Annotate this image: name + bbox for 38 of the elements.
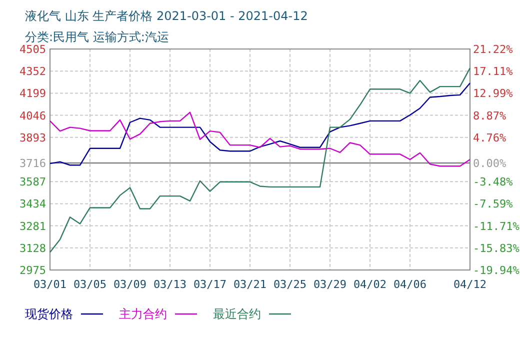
y-tick-label: 3434	[20, 198, 46, 211]
y-tick-label: 3281	[20, 220, 46, 233]
y2-tick-label: 17.11%	[473, 65, 514, 78]
x-tick-label: 03/25	[273, 278, 307, 291]
legend-label: 最近合约	[213, 307, 261, 321]
x-tick-label: 03/09	[113, 278, 147, 291]
y2-tick-label: 0.00%	[473, 156, 506, 170]
x-tick-label: 03/13	[153, 278, 187, 291]
y-tick-label: 3587	[20, 176, 46, 189]
x-tick-label: 04/12	[453, 278, 487, 291]
y-tick-label: 4046	[20, 109, 46, 122]
y-tick-label: 3716	[20, 156, 46, 170]
y2-tick-label: -19.94%	[473, 264, 520, 277]
y2-tick-label: -7.59%	[473, 198, 514, 211]
chart-title: 液化气 山东 生产者价格 2021-03-01 - 2021-04-12	[25, 9, 308, 23]
y-tick-label: 4352	[20, 65, 46, 78]
legend-label: 现货价格	[25, 307, 73, 321]
y2-tick-label: -15.83%	[473, 242, 520, 255]
y2-tick-label: 4.76%	[473, 131, 506, 144]
y2-tick-label: 8.87%	[473, 109, 506, 122]
y2-tick-label: 12.99%	[473, 87, 514, 100]
x-tick-label: 03/29	[313, 278, 347, 291]
y2-tick-label: -11.71%	[473, 220, 520, 233]
y-tick-label: 4505	[20, 43, 46, 56]
chart-subtitle: 分类:民用气 运输方式:汽运	[25, 30, 169, 44]
legend-label: 主力合约	[119, 307, 167, 321]
x-tick-label: 04/02	[353, 278, 387, 291]
x-tick-label: 03/01	[33, 278, 67, 291]
y-tick-label: 4199	[20, 87, 46, 100]
y-tick-label: 3128	[20, 242, 46, 255]
x-tick-label: 03/17	[193, 278, 227, 291]
x-tick-label: 04/06	[393, 278, 427, 291]
x-tick-label: 03/05	[73, 278, 107, 291]
x-tick-label: 03/21	[233, 278, 267, 291]
y-tick-label: 3893	[20, 131, 46, 144]
y-tick-label: 2975	[20, 264, 46, 277]
y2-tick-label: 21.22%	[473, 43, 514, 56]
y2-tick-label: -3.48%	[473, 176, 514, 189]
